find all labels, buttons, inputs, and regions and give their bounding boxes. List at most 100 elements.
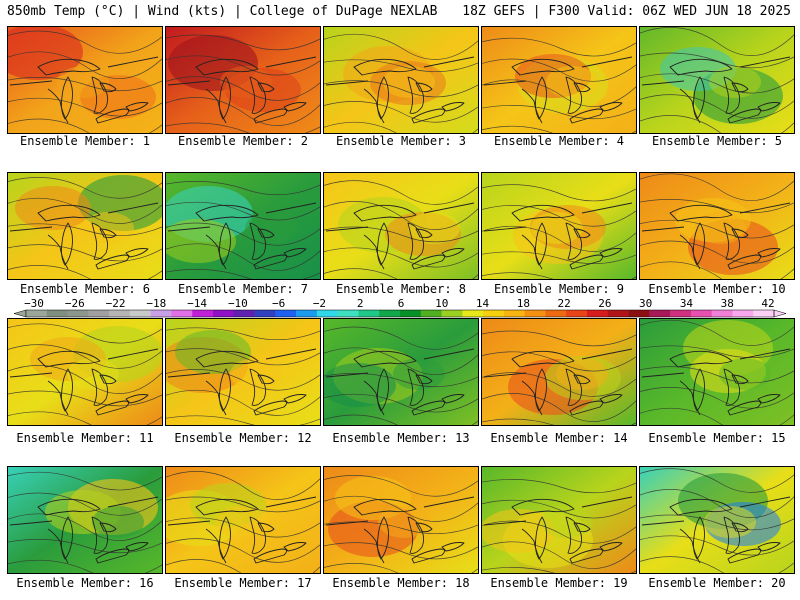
ensemble-member-14-map [481, 318, 637, 426]
ensemble-member-label: Ensemble Member: 9 [493, 282, 625, 296]
ensemble-member-10-map [639, 172, 795, 280]
ensemble-member-16-map [7, 466, 163, 574]
ensemble-member-label: Ensemble Member: 1 [19, 134, 151, 148]
colorbar-swatch [88, 310, 110, 317]
ensemble-member-label: Ensemble Member: 14 [490, 431, 628, 445]
colorbar-swatch [46, 310, 68, 317]
colorbar-tick-label: 22 [557, 298, 570, 310]
ensemble-member-label: Ensemble Member: 7 [177, 282, 309, 296]
colorbar-swatch [129, 310, 151, 317]
colorbar-tick-label: −30 [24, 298, 44, 310]
colorbar-swatch [587, 310, 609, 317]
ensemble-member-label: Ensemble Member: 15 [648, 431, 786, 445]
colorbar-swatch [67, 310, 89, 317]
colorbar-tick-label: 30 [639, 298, 652, 310]
colorbar-tick-label: −6 [272, 298, 285, 310]
ensemble-member-18-map [323, 466, 479, 574]
colorbar-swatch [462, 310, 484, 317]
colorbar-swatch [275, 310, 297, 317]
colorbar-swatch [441, 310, 463, 317]
colorbar-tick-label: 2 [357, 298, 364, 310]
colorbar-swatch [732, 310, 754, 317]
ensemble-member-12-map [165, 318, 321, 426]
colorbar-tick-label: 34 [680, 298, 694, 310]
colorbar-swatch [753, 310, 775, 317]
colorbar-swatch [109, 310, 131, 317]
ensemble-member-20-map [639, 466, 795, 574]
colorbar-tick-label: −14 [187, 298, 207, 310]
colorbar-swatch [379, 310, 401, 317]
colorbar-tick-label: 14 [476, 298, 490, 310]
ensemble-member-label: Ensemble Member: 17 [174, 576, 312, 590]
colorbar-tick-label: 10 [435, 298, 448, 310]
colorbar-tick-label: −2 [313, 298, 326, 310]
ensemble-member-9-map [481, 172, 637, 280]
ensemble-member-7-map [165, 172, 321, 280]
colorbar-tick-label: −26 [65, 298, 85, 310]
colorbar-tick-label: −22 [106, 298, 126, 310]
colorbar-swatch [524, 310, 546, 317]
ensemble-member-11-map [7, 318, 163, 426]
colorbar-tick-label: 26 [598, 298, 611, 310]
ensemble-member-label: Ensemble Member: 2 [177, 134, 309, 148]
colorbar-swatch [628, 310, 650, 317]
colorbar-right-arrow [773, 309, 787, 318]
ensemble-member-label: Ensemble Member: 8 [335, 282, 467, 296]
header-title-right: 18Z GEFS | F300 Valid: 06Z WED JUN 18 20… [462, 4, 791, 19]
colorbar-tick-label: 38 [721, 298, 734, 310]
ensemble-member-label: Ensemble Member: 13 [332, 431, 470, 445]
colorbar-swatch [150, 310, 172, 317]
ensemble-member-label: Ensemble Member: 19 [490, 576, 628, 590]
colorbar-tick-label: 18 [517, 298, 530, 310]
colorbar-swatch [254, 310, 276, 317]
colorbar-left-arrow [13, 309, 27, 318]
ensemble-member-5-map [639, 26, 795, 134]
colorbar-swatch [503, 310, 525, 317]
colorbar-swatch [400, 310, 422, 317]
colorbar-swatch [213, 310, 235, 317]
ensemble-member-label: Ensemble Member: 11 [16, 431, 154, 445]
colorbar-swatch [296, 310, 318, 317]
ensemble-member-17-map [165, 466, 321, 574]
ensemble-member-13-map [323, 318, 479, 426]
colorbar-tick-label: −10 [228, 298, 248, 310]
ensemble-member-label: Ensemble Member: 3 [335, 134, 467, 148]
ensemble-member-label: Ensemble Member: 5 [651, 134, 783, 148]
ensemble-member-label: Ensemble Member: 20 [648, 576, 786, 590]
colorbar-swatch [545, 310, 567, 317]
colorbar-swatch [607, 310, 629, 317]
header-title-left: 850mb Temp (°C) | Wind (kts) | College o… [7, 4, 438, 19]
colorbar-swatch [171, 310, 193, 317]
colorbar-tick-label: 6 [398, 298, 405, 310]
ensemble-member-label: Ensemble Member: 4 [493, 134, 625, 148]
ensemble-member-label: Ensemble Member: 10 [648, 282, 786, 296]
colorbar-swatch [192, 310, 214, 317]
colorbar-swatch [670, 310, 692, 317]
ensemble-member-6-map [7, 172, 163, 280]
colorbar-swatch [358, 310, 380, 317]
colorbar-swatch [483, 310, 505, 317]
colorbar-swatch [649, 310, 671, 317]
ensemble-member-15-map [639, 318, 795, 426]
ensemble-member-label: Ensemble Member: 6 [19, 282, 151, 296]
colorbar-swatch [233, 310, 255, 317]
colorbar-tick-label: 42 [761, 298, 774, 310]
ensemble-member-1-map [7, 26, 163, 134]
colorbar-swatch [316, 310, 338, 317]
colorbar-swatch [26, 310, 48, 317]
ensemble-member-label: Ensemble Member: 16 [16, 576, 154, 590]
colorbar-tick-label: −18 [146, 298, 166, 310]
ensemble-member-label: Ensemble Member: 18 [332, 576, 470, 590]
colorbar-swatch [711, 310, 733, 317]
ensemble-member-19-map [481, 466, 637, 574]
ensemble-member-2-map [165, 26, 321, 134]
ensemble-member-8-map [323, 172, 479, 280]
temperature-colorbar: −30 −26 −22 −18 −14 −10 −6 −2 2 6 10 14 18 22 26 30 34 38… [12, 298, 788, 320]
colorbar-swatch [337, 310, 359, 317]
colorbar-swatch [566, 310, 588, 317]
colorbar-swatch [420, 310, 442, 317]
colorbar-swatch [690, 310, 712, 317]
ensemble-member-label: Ensemble Member: 12 [174, 431, 312, 445]
ensemble-member-3-map [323, 26, 479, 134]
ensemble-member-4-map [481, 26, 637, 134]
